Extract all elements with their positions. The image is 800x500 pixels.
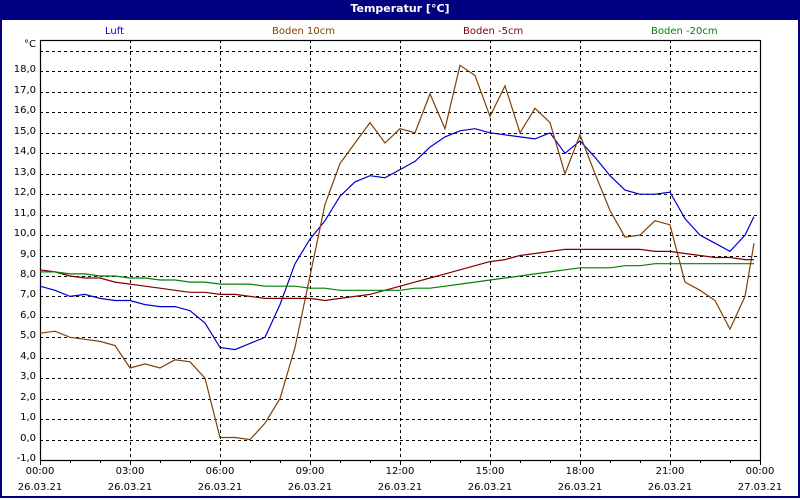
x-tick-date: 26.03.21 (377, 482, 423, 493)
y-tick-label: 3,0 (20, 371, 36, 382)
y-tick-label: 9,0 (20, 249, 36, 260)
legend-luft: Luft (105, 26, 124, 37)
x-tick-date: 26.03.21 (287, 482, 333, 493)
y-tick-label: 10,0 (13, 228, 36, 239)
legend-boden-10cm: Boden 10cm (272, 26, 335, 37)
y-tick-label: 0,0 (20, 433, 36, 444)
y-tick-label: 7,0 (20, 289, 36, 300)
x-tick-time: 09:00 (295, 466, 325, 477)
y-tick-label: 17,0 (13, 85, 36, 96)
x-tick-time: 06:00 (205, 466, 235, 477)
chart-title: Temperatur [°C] (0, 0, 800, 20)
y-tick-label: 8,0 (20, 269, 36, 280)
x-tick-time: 03:00 (115, 466, 145, 477)
y-tick-label: 15,0 (13, 126, 36, 137)
y-tick-label: 12,0 (13, 187, 36, 198)
y-tick-label: 18,0 (13, 64, 36, 75)
y-tick-label: 5,0 (20, 330, 36, 341)
x-tick-date: 26.03.21 (197, 482, 243, 493)
y-unit-label: °C (24, 39, 36, 50)
x-tick-date: 27.03.21 (737, 482, 783, 493)
x-tick-date: 26.03.21 (647, 482, 693, 493)
series-line-3 (40, 263, 754, 291)
y-tick-label: 11,0 (13, 208, 36, 219)
x-tick-time: 18:00 (565, 466, 595, 477)
x-tick-time: 00:00 (25, 466, 55, 477)
x-tick-time: 21:00 (655, 466, 685, 477)
series-line-2 (39, 248, 754, 302)
x-tick-time: 15:00 (475, 466, 505, 477)
x-tick-date: 26.03.21 (467, 482, 513, 493)
series-line-0 (39, 128, 755, 351)
y-tick-label: 1,0 (20, 412, 36, 423)
y-tick-label: 4,0 (20, 351, 36, 362)
y-tick-label: 14,0 (13, 146, 36, 157)
x-tick-date: 26.03.21 (557, 482, 603, 493)
y-tick-label: 16,0 (13, 105, 36, 116)
x-tick-time: 00:00 (745, 466, 775, 477)
x-tick-time: 12:00 (385, 466, 415, 477)
y-tick-label: 6,0 (20, 310, 36, 321)
y-tick-label: 2,0 (20, 392, 36, 403)
series-line-1 (39, 64, 755, 441)
y-tick-label: -1,0 (16, 453, 36, 464)
legend-boden-minus-5cm: Boden -5cm (463, 26, 524, 37)
x-tick-date: 26.03.21 (17, 482, 63, 493)
x-tick-date: 26.03.21 (107, 482, 153, 493)
y-tick-label: 13,0 (13, 167, 36, 178)
legend-boden-minus-20cm: Boden -20cm (651, 26, 718, 37)
